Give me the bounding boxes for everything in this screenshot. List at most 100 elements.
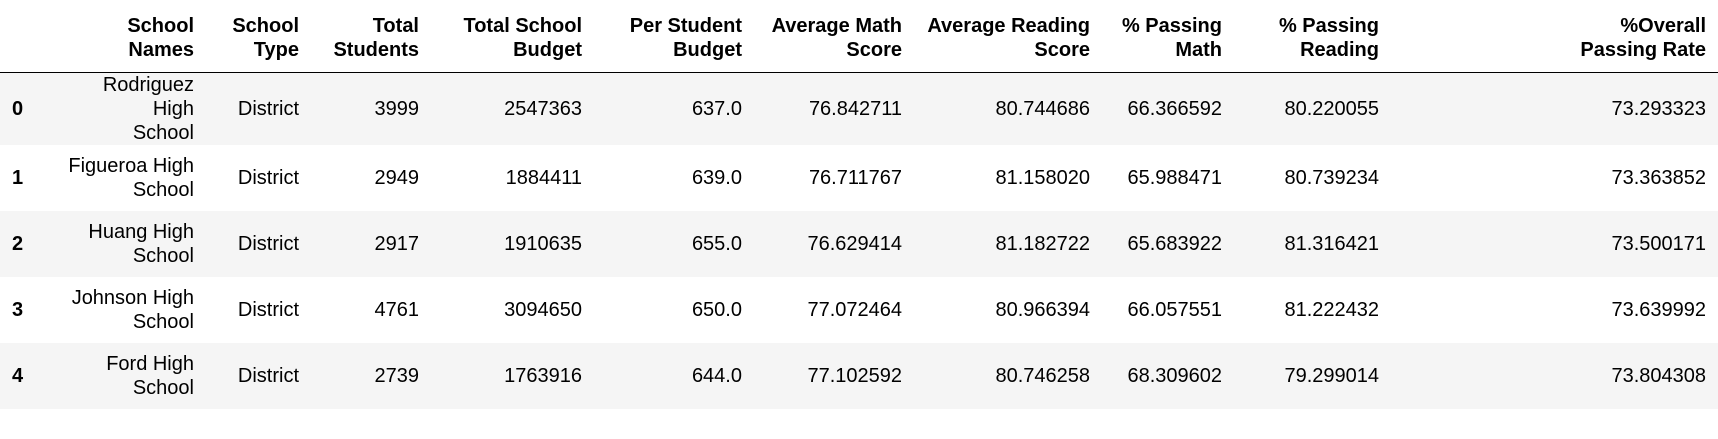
cell-school-name: Huang High School: [46, 211, 206, 277]
col-header-line: Average Reading: [927, 15, 1090, 37]
table-row: 3 Johnson High School District 4761 30946…: [0, 277, 1718, 343]
table-row: 4 Ford High School District 2739 1763916 …: [0, 343, 1718, 409]
school-name-line: Johnson High: [71, 287, 194, 309]
row-index: 3: [12, 298, 24, 321]
col-header-line: % Passing: [1278, 15, 1379, 37]
cell-per-student-budget: 655.0: [691, 233, 742, 255]
col-header-line: Budget: [513, 39, 582, 61]
header-row: School Names School Type Total Students To…: [0, 0, 1718, 73]
cell-per-student-budget: 639.0: [691, 167, 742, 189]
cell-school-type: District: [237, 365, 299, 387]
cell-total-students: 3999: [374, 98, 420, 120]
cell-pct-passing-reading: 81.316421: [1284, 233, 1379, 255]
col-header-pct-passing-reading: % Passing Reading: [1234, 0, 1391, 73]
cell-school-name: Johnson High School: [46, 277, 206, 343]
school-name-line: Huang High: [88, 221, 194, 243]
cell-school-name: Rodriguez High School: [46, 73, 206, 146]
col-header-pct-passing-math: % Passing Math: [1102, 0, 1234, 73]
col-header-line: School: [232, 15, 299, 37]
col-header-line: School Names: [127, 15, 194, 61]
cell-total-budget: 1910635: [504, 233, 582, 255]
cell-average-math: 76.842711: [808, 98, 902, 120]
cell-school-name: Figueroa High School: [46, 145, 206, 211]
col-header-overall-passing-rate: %Overall Passing Rate: [1391, 0, 1718, 73]
cell-pct-passing-math: 66.057551: [1127, 299, 1222, 321]
row-index: 2: [12, 232, 24, 255]
cell-average-reading: 80.746258: [995, 365, 1090, 387]
col-header-line: Score: [1034, 39, 1090, 61]
cell-overall-passing: 73.639992: [1611, 299, 1706, 321]
col-header-line: Type: [253, 39, 299, 61]
col-header-total-school-budget: Total School Budget: [431, 0, 594, 73]
cell-per-student-budget: 650.0: [691, 299, 742, 321]
cell-total-students: 4761: [374, 299, 420, 321]
table-header: School Names School Type Total Students To…: [0, 0, 1718, 73]
col-header-total-students: Total Students: [311, 0, 431, 73]
cell-overall-passing: 73.363852: [1611, 167, 1706, 189]
col-header-line: Average Math: [771, 15, 902, 37]
col-header-line: Score: [846, 39, 902, 61]
school-name-line: School: [132, 377, 194, 399]
cell-total-students: 2949: [374, 167, 420, 189]
school-summary-table: School Names School Type Total Students To…: [0, 0, 1718, 409]
col-header-line: % Passing: [1121, 15, 1222, 37]
cell-per-student-budget: 637.0: [691, 98, 742, 120]
cell-pct-passing-math: 65.683922: [1127, 233, 1222, 255]
col-header-line: Per Student: [629, 15, 742, 37]
cell-average-math: 77.072464: [807, 299, 902, 321]
cell-pct-passing-reading: 80.739234: [1284, 167, 1379, 189]
col-header-line: %Overall: [1620, 15, 1706, 37]
school-name-line: School: [132, 122, 194, 144]
col-header-line: Budget: [673, 39, 742, 61]
cell-total-students: 2739: [374, 365, 420, 387]
table-body: 0 Rodriguez High School District 3999 254…: [0, 72, 1718, 409]
cell-total-students: 2917: [374, 233, 420, 255]
school-name-line: Figueroa High: [68, 155, 194, 177]
cell-total-budget: 2547363: [504, 98, 582, 120]
cell-total-budget: 1884411: [505, 167, 582, 189]
cell-school-type: District: [237, 233, 299, 255]
cell-pct-passing-math: 68.309602: [1127, 365, 1222, 387]
row-index: 4: [12, 364, 24, 387]
cell-pct-passing-math: 66.366592: [1127, 98, 1222, 120]
cell-school-name: Ford High School: [46, 343, 206, 409]
col-header-school-names: School Names: [46, 0, 206, 73]
col-header-per-student-budget: Per Student Budget: [594, 0, 754, 73]
row-index: 0: [12, 97, 24, 120]
cell-school-type: District: [237, 98, 299, 120]
cell-average-reading: 81.158020: [995, 167, 1090, 189]
col-header-average-reading-score: Average Reading Score: [914, 0, 1102, 73]
cell-average-reading: 81.182722: [995, 233, 1090, 255]
col-header-average-math-score: Average Math Score: [754, 0, 914, 73]
school-name-line: Rodriguez High: [102, 74, 194, 120]
cell-school-type: District: [237, 299, 299, 321]
col-header-line: Passing Rate: [1580, 39, 1706, 61]
col-header-school-type: School Type: [206, 0, 311, 73]
cell-total-budget: 3094650: [504, 299, 582, 321]
school-name-line: School: [132, 311, 194, 333]
cell-average-reading: 80.744686: [995, 98, 1090, 120]
col-header-line: Total: [372, 15, 419, 37]
table-row: 1 Figueroa High School District 2949 1884…: [0, 145, 1718, 211]
cell-pct-passing-math: 65.988471: [1127, 167, 1222, 189]
cell-school-type: District: [237, 167, 299, 189]
col-header-line: Reading: [1300, 39, 1379, 61]
cell-average-math: 76.711767: [808, 167, 902, 189]
cell-total-budget: 1763916: [504, 365, 582, 387]
table-row: 2 Huang High School District 2917 1910635…: [0, 211, 1718, 277]
school-name-line: School: [132, 179, 194, 201]
cell-pct-passing-reading: 81.222432: [1284, 299, 1379, 321]
school-name-line: School: [132, 245, 194, 267]
cell-overall-passing: 73.500171: [1611, 233, 1706, 255]
cell-per-student-budget: 644.0: [691, 365, 742, 387]
cell-average-reading: 80.966394: [995, 299, 1090, 321]
col-header-line: Students: [333, 39, 419, 61]
cell-average-math: 76.629414: [807, 233, 902, 255]
col-header-line: Math: [1175, 39, 1222, 61]
cell-pct-passing-reading: 79.299014: [1284, 365, 1379, 387]
cell-overall-passing: 73.804308: [1611, 365, 1706, 387]
index-header: [0, 0, 46, 73]
cell-overall-passing: 73.293323: [1611, 98, 1706, 120]
school-name-line: Ford High: [106, 353, 194, 375]
cell-pct-passing-reading: 80.220055: [1284, 98, 1379, 120]
